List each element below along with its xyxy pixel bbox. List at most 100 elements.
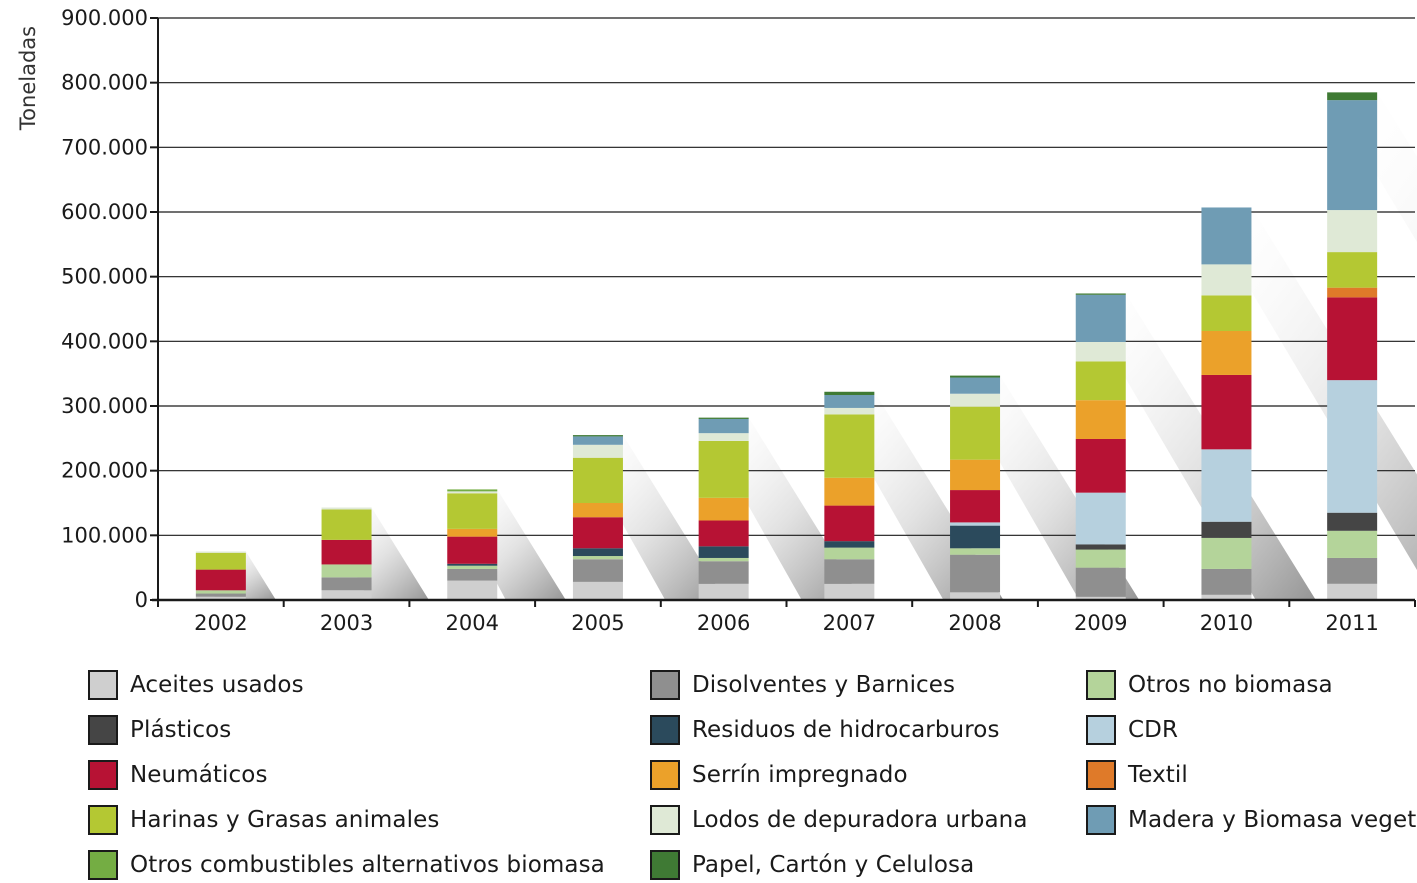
bar-segment	[1075, 549, 1126, 568]
bar-segment	[572, 436, 623, 445]
legend-label: Disolventes y Barnices	[692, 672, 956, 698]
bar-segment	[824, 583, 875, 600]
bar-segment	[321, 564, 372, 578]
bar-segment	[698, 497, 749, 521]
bar-segment	[1201, 295, 1252, 331]
bar-segment	[1327, 583, 1378, 600]
bar-segment	[950, 406, 1001, 460]
y-tick-label: 0	[135, 588, 148, 612]
bar-segment	[950, 548, 1001, 555]
y-tick-labels: 0 100.000 200.000 300.000 400.000 500.000 600.…	[61, 6, 148, 612]
bar-segment	[447, 493, 498, 529]
x-tick-label: 2004	[446, 611, 499, 635]
bar-segment	[447, 563, 498, 566]
bar-segment	[950, 592, 1001, 600]
bar-segment	[698, 520, 749, 547]
legend-item-disolventes: Disolventes y Barnices	[650, 667, 955, 703]
y-tick-label: 500.000	[61, 265, 148, 289]
bar-segment	[824, 395, 875, 408]
bar-shadow	[1327, 92, 1417, 243]
bar-segment	[1075, 567, 1126, 597]
legend-swatch	[88, 805, 118, 835]
bar-segment	[195, 593, 246, 597]
legend-item-madera: Madera y Biomasa vegetal	[1086, 802, 1417, 838]
bar-segment	[1075, 341, 1126, 362]
legend-label: Papel, Cartón y Celulosa	[692, 852, 975, 878]
bar-segment	[1327, 92, 1378, 101]
legend-item-papel: Papel, Cartón y Celulosa	[650, 847, 974, 883]
legend-label: Harinas y Grasas animales	[130, 807, 440, 833]
bar-segment	[1075, 596, 1126, 600]
legend-swatch	[650, 850, 680, 880]
bar-segment	[1327, 100, 1378, 211]
axes	[150, 17, 1416, 607]
x-tick-label: 2008	[948, 611, 1001, 635]
bar-segment	[321, 507, 372, 510]
legend-swatch	[88, 850, 118, 880]
bar-segment	[698, 418, 749, 434]
bar-segment	[1201, 374, 1252, 450]
bar-segment	[1201, 568, 1252, 595]
legend-swatch	[1086, 670, 1116, 700]
bar-segment	[1201, 330, 1252, 375]
legend-item-plasticos: Plásticos	[88, 712, 231, 748]
legend-label: Serrín impregnado	[692, 762, 908, 788]
bar-segment	[1201, 537, 1252, 569]
legend-item-residuos-hidrocarburos: Residuos de hidrocarburos	[650, 712, 1000, 748]
bar-segment	[1075, 361, 1126, 401]
bar-segment	[195, 552, 246, 570]
legend-label: Madera y Biomasa vegetal	[1128, 807, 1417, 833]
y-tick-label: 400.000	[61, 329, 148, 353]
bar-segment	[447, 580, 498, 600]
bar-segment	[698, 561, 749, 584]
y-tick-label: 800.000	[61, 71, 148, 95]
bar-segment	[572, 548, 623, 557]
legend-swatch	[650, 715, 680, 745]
bar-segment	[321, 509, 372, 540]
bar-segment	[321, 590, 372, 600]
y-axis-label: Toneladas	[16, 26, 40, 131]
x-tick-labels: 2002 2003 2004 2005 2006 2007 2008 2009 2010 2011	[194, 611, 1379, 635]
bar-segment	[1075, 293, 1126, 295]
bar-segment	[572, 435, 623, 437]
bar-segment	[824, 477, 875, 506]
legend-item-serrin: Serrín impregnado	[650, 757, 908, 793]
bar-segment	[1075, 294, 1126, 342]
bar-segment	[195, 551, 246, 553]
legend-item-neumaticos: Neumáticos	[88, 757, 268, 793]
bar-segment	[950, 377, 1001, 394]
bar-segment	[1327, 512, 1378, 531]
y-tick-label: 600.000	[61, 200, 148, 224]
x-tick-label: 2010	[1200, 611, 1253, 635]
bar-segment	[1075, 492, 1126, 545]
bar-segment	[1327, 210, 1378, 253]
x-tick-label: 2007	[823, 611, 876, 635]
bar-segment	[195, 596, 246, 600]
legend-swatch	[650, 760, 680, 790]
bar-segment	[321, 539, 372, 565]
legend-swatch	[88, 670, 118, 700]
legend-label: Otros no biomasa	[1128, 672, 1333, 698]
bar-segment	[1327, 557, 1378, 584]
bar-segment	[447, 536, 498, 564]
bar-segment	[447, 491, 498, 494]
bar-segment	[572, 581, 623, 600]
bar-segment	[195, 569, 246, 591]
bar-segment	[950, 393, 1001, 407]
bar-segment	[1327, 297, 1378, 381]
legend-swatch	[650, 805, 680, 835]
bar-segment	[572, 556, 623, 560]
bar-segment	[824, 391, 875, 396]
bar-segment	[1075, 400, 1126, 439]
bar-segment	[572, 444, 623, 458]
bar-segment	[572, 559, 623, 582]
bar-segment	[950, 459, 1001, 491]
bars	[195, 92, 1378, 600]
bar-segment	[698, 583, 749, 600]
y-tick-label: 300.000	[61, 394, 148, 418]
x-tick-label: 2005	[571, 611, 624, 635]
x-tick-label: 2002	[194, 611, 247, 635]
legend-item-aceites-usados: Aceites usados	[88, 667, 304, 703]
x-tick-label: 2003	[320, 611, 373, 635]
bar-segment	[698, 440, 749, 498]
